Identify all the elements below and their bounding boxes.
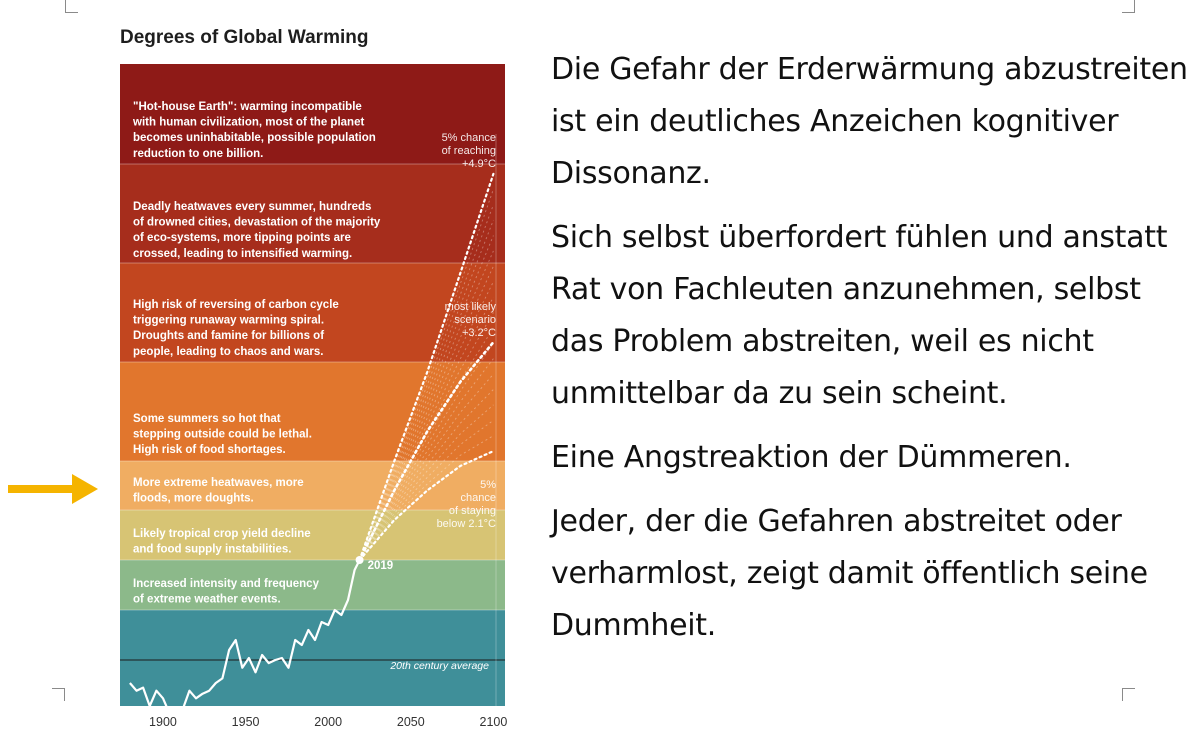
y-tick-label: +1 [509,555,521,567]
side-text: Die Gefahr der Erderwärmung abzustreiten… [551,44,1191,664]
band-label: floods, more doughts. [133,493,254,505]
projection-fan-line [359,343,494,561]
band-4 [120,461,505,510]
arrow-shaft [8,485,72,493]
y-tick-label: +5°C [509,159,533,171]
annotation-likely: +3.2°C [462,327,496,339]
year-2019-point [355,556,364,564]
projection-fan-line [359,358,494,561]
paragraph-3: Eine Angstreaktion der Dümmeren. [551,440,1072,475]
x-tick-label: 2100 [480,715,508,729]
band-5 [120,510,505,560]
projection-fan-line [359,250,494,561]
annotation-likely: most likely [445,301,497,313]
annotation-low: below 2.1°C [437,518,496,530]
band-label: triggering runaway warming spiral. [133,315,324,327]
y-tick-label: ±0 [509,655,521,667]
highlight-arrow [8,474,98,504]
band-6 [120,560,505,610]
band-label: becomes uninhabitable, possible populati… [133,132,376,144]
projection-line [358,340,495,562]
annotation-high: of reaching [442,145,496,157]
band-label: of drowned cities, devastation of the ma… [133,217,381,229]
crop-mark-bottom-right [1122,688,1135,701]
projection-layer [358,172,495,562]
observed-line [129,559,361,720]
x-tick-label: 2000 [314,715,342,729]
x-tick-label: 2050 [397,715,425,729]
y-tick-label: +0.5 [509,605,530,617]
projection-fan-line [359,219,494,561]
band-label: crossed, leading to intensified warming. [133,248,352,260]
paragraph-4: Jeder, der die Gefahren abstreitet oder … [551,504,1148,643]
paragraph-1: Die Gefahr der Erderwärmung abzustreiten… [551,52,1188,191]
y-tick-label: +2 [509,456,521,468]
crop-mark-top-right [1122,0,1135,13]
chart-title: Degrees of Global Warming [120,27,368,48]
observed-layer [129,556,364,720]
band-label: with human civilization, most of the pla… [132,117,364,129]
crop-mark-top-left [65,0,78,13]
band-label: High risk of food shortages. [133,444,286,456]
projection-fan-line [359,404,494,561]
projection-fan-line [359,266,494,561]
y-tick-label: +1.5 [509,505,530,517]
annotation-low: chance [461,492,496,504]
annotation-high: 5% chance [442,132,496,144]
band-label: people, leading to chaos and wars. [133,346,323,358]
crop-mark-bottom-left [52,688,65,701]
band-7 [120,610,505,706]
band-label: Droughts and famine for billions of [133,330,324,342]
band-label: Deadly heatwaves every summer, hundreds [133,201,371,213]
band-label: and food supply instabilities. [133,544,291,556]
x-tick-label: 1950 [232,715,260,729]
paragraph-2: Sich selbst überfordert fühlen und ansta… [551,220,1168,411]
projection-line [358,172,495,562]
band-label: of extreme weather events. [133,594,281,606]
band-0 [120,64,505,164]
arrow-head [72,474,98,504]
band-layer [120,64,505,706]
projection-fan-line [359,435,494,561]
global-warming-chart: Degrees of Global Warming "Hot-house Ear… [8,27,533,729]
band-label: Some summers so hot that [133,413,281,425]
y-tick-label: +3 [509,357,521,369]
band-label: of eco-systems, more tipping points are [133,232,351,244]
band-label: Increased intensity and frequency [133,578,320,590]
band-label: More extreme heatwaves, more [133,477,304,489]
projection-fan-line [359,373,494,561]
annotation-high: +4.9°C [462,158,496,170]
band-2 [120,263,505,362]
y-tick-label: +4 [509,258,521,270]
projection-fan-line [359,296,494,561]
grid-layer [120,134,505,706]
label-layer: "Hot-house Earth": warming incompatible w… [132,101,533,729]
annotation-likely: scenario [454,314,496,326]
band-label: stepping outside could be lethal. [133,429,312,441]
x-tick-label: 1900 [149,715,177,729]
projection-fan-line [359,281,494,561]
band-label: reduction to one billion. [133,148,263,160]
projection-fan-line [359,389,494,561]
projection-fan-line [359,204,494,561]
band-label: Likely tropical crop yield decline [133,528,311,540]
year-label: 2019 [368,560,394,572]
annotation-low: 5% [480,479,496,491]
band-1 [120,164,505,263]
projection-fan-line [359,327,494,561]
annotation-low: of staying [449,505,496,517]
band-label: "Hot-house Earth": warming incompatible [133,101,362,113]
projection-line [358,450,495,562]
baseline-label: 20th century average [389,660,489,672]
projection-fan-line [359,235,494,561]
band-label: High risk of reversing of carbon cycle [133,299,339,311]
